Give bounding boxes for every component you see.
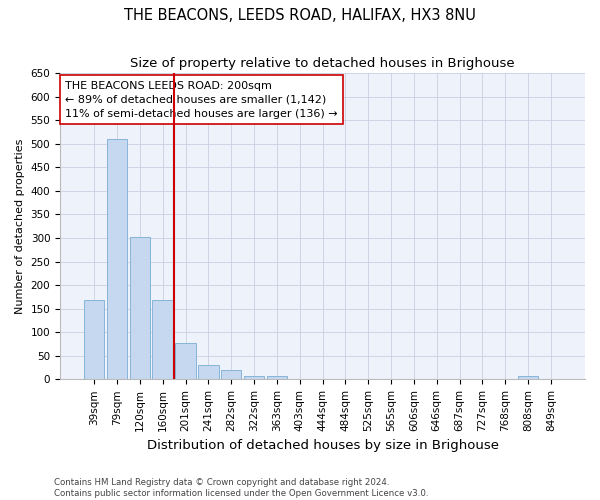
Bar <box>518 376 538 380</box>
Bar <box>107 139 127 380</box>
Bar <box>266 376 287 380</box>
Text: Contains HM Land Registry data © Crown copyright and database right 2024.
Contai: Contains HM Land Registry data © Crown c… <box>54 478 428 498</box>
Bar <box>84 300 104 380</box>
Text: THE BEACONS LEEDS ROAD: 200sqm
← 89% of detached houses are smaller (1,142)
11% : THE BEACONS LEEDS ROAD: 200sqm ← 89% of … <box>65 80 338 118</box>
Bar <box>221 370 241 380</box>
Y-axis label: Number of detached properties: Number of detached properties <box>15 138 25 314</box>
X-axis label: Distribution of detached houses by size in Brighouse: Distribution of detached houses by size … <box>146 440 499 452</box>
Bar <box>198 365 218 380</box>
Title: Size of property relative to detached houses in Brighouse: Size of property relative to detached ho… <box>130 58 515 70</box>
Bar <box>244 376 264 380</box>
Bar <box>175 342 196 380</box>
Bar <box>130 237 150 380</box>
Bar <box>152 300 173 380</box>
Text: THE BEACONS, LEEDS ROAD, HALIFAX, HX3 8NU: THE BEACONS, LEEDS ROAD, HALIFAX, HX3 8N… <box>124 8 476 22</box>
